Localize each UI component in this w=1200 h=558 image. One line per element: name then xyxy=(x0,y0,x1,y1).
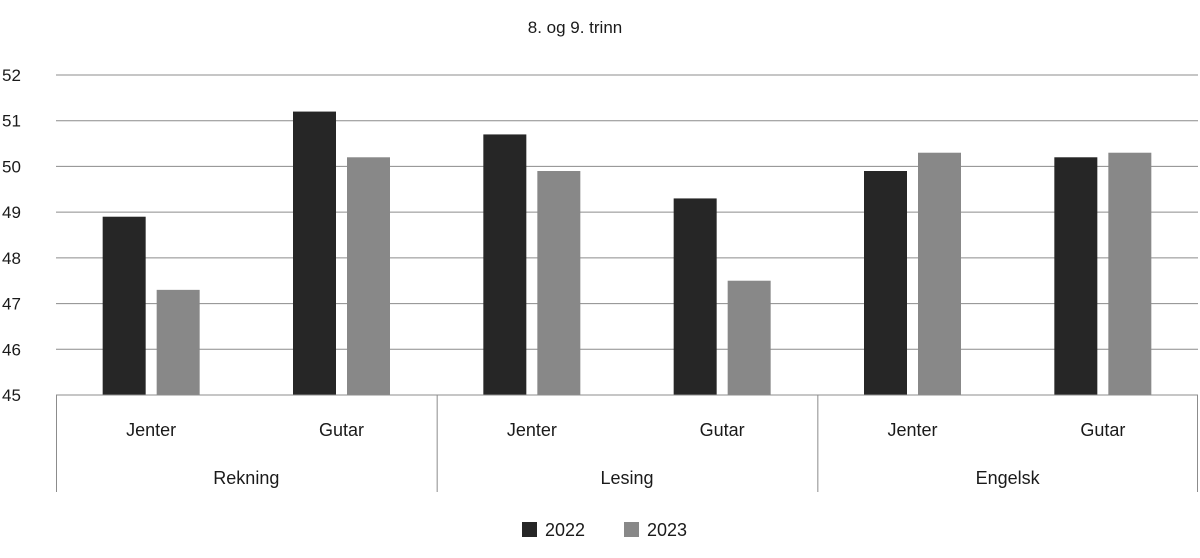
category-label: Jenter xyxy=(126,420,176,440)
y-axis-ticks: 45 46 47 48 49 50 51 52 xyxy=(2,66,21,405)
bars xyxy=(102,111,1152,396)
bar-2022 xyxy=(1054,157,1098,395)
group-label: Rekning xyxy=(213,468,279,488)
category-label: Gutar xyxy=(1080,420,1125,440)
bar-2023 xyxy=(347,157,390,395)
bar-2023 xyxy=(156,289,200,395)
legend-swatch xyxy=(522,522,537,537)
y-tick-label: 45 xyxy=(2,386,21,405)
y-tick-label: 51 xyxy=(2,112,21,131)
bar-2022 xyxy=(483,134,527,395)
bar-2023 xyxy=(1108,152,1152,395)
group-label: Lesing xyxy=(600,468,653,488)
y-tick-label: 48 xyxy=(2,249,21,268)
y-tick-label: 47 xyxy=(2,295,21,314)
legend-label: 2022 xyxy=(545,520,585,540)
y-tick-label: 46 xyxy=(2,340,21,359)
bar-2022 xyxy=(864,171,907,395)
y-tick-label: 50 xyxy=(2,157,21,176)
gridlines xyxy=(56,74,1198,350)
chart-title: 8. og 9. trinn xyxy=(528,18,623,37)
bar-2022 xyxy=(293,111,336,396)
legend-label: 2023 xyxy=(647,520,687,540)
legend-swatch xyxy=(624,522,639,537)
bar-2023 xyxy=(918,152,961,395)
y-tick-label: 49 xyxy=(2,203,21,222)
bar-2022 xyxy=(673,198,717,395)
bar-2023 xyxy=(537,171,581,395)
bar-2022 xyxy=(102,216,146,395)
group-label: Engelsk xyxy=(976,468,1041,488)
category-label: Jenter xyxy=(887,420,937,440)
x-axis: Jenter Gutar Rekning Jenter Gutar Lesing Jente… xyxy=(56,394,1198,492)
category-label: Jenter xyxy=(507,420,557,440)
legend: 2022 2023 xyxy=(522,520,687,540)
category-label: Gutar xyxy=(700,420,745,440)
y-tick-label: 52 xyxy=(2,66,21,85)
category-label: Gutar xyxy=(319,420,364,440)
bar-2023 xyxy=(727,280,771,395)
